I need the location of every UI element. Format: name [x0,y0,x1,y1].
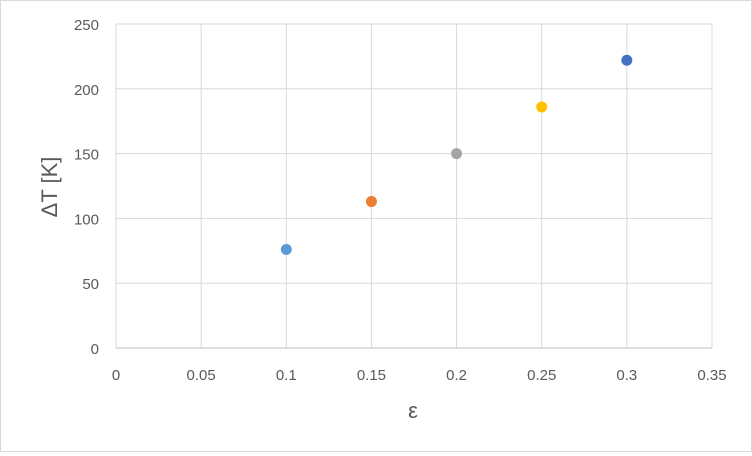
grid-layer [116,23,713,348]
x-tick-label: 0.2 [446,367,467,384]
x-tick-label: 0 [112,367,120,384]
data-point [280,244,292,256]
data-point [536,101,548,113]
axis-layer [115,24,712,349]
y-tick-label: 100 [74,211,99,228]
x-axis-title: ε [408,398,418,423]
data-point [365,196,377,208]
y-tick-label: 250 [74,17,99,34]
x-tick-label: 0.1 [276,367,297,384]
x-tick-label: 0.25 [527,367,556,384]
x-tick-label: 0.15 [357,367,386,384]
data-point [621,54,633,66]
tick-label-layer: 0 50 100 150 200 250 0 0.05 0.1 0.15 0.2 0.25 0.3 0.3… [74,17,727,384]
x-tick-label: 0.3 [616,367,637,384]
y-tick-label: 0 [91,341,99,358]
data-point [451,148,463,160]
x-tick-label: 0.05 [187,367,216,384]
y-axis-title: ΔT [K] [37,157,62,218]
y-tick-label: 150 [74,147,99,164]
y-tick-label: 200 [74,82,99,99]
x-tick-label: 0.35 [697,367,726,384]
y-tick-label: 50 [82,276,99,293]
data-point-layer [280,54,633,256]
